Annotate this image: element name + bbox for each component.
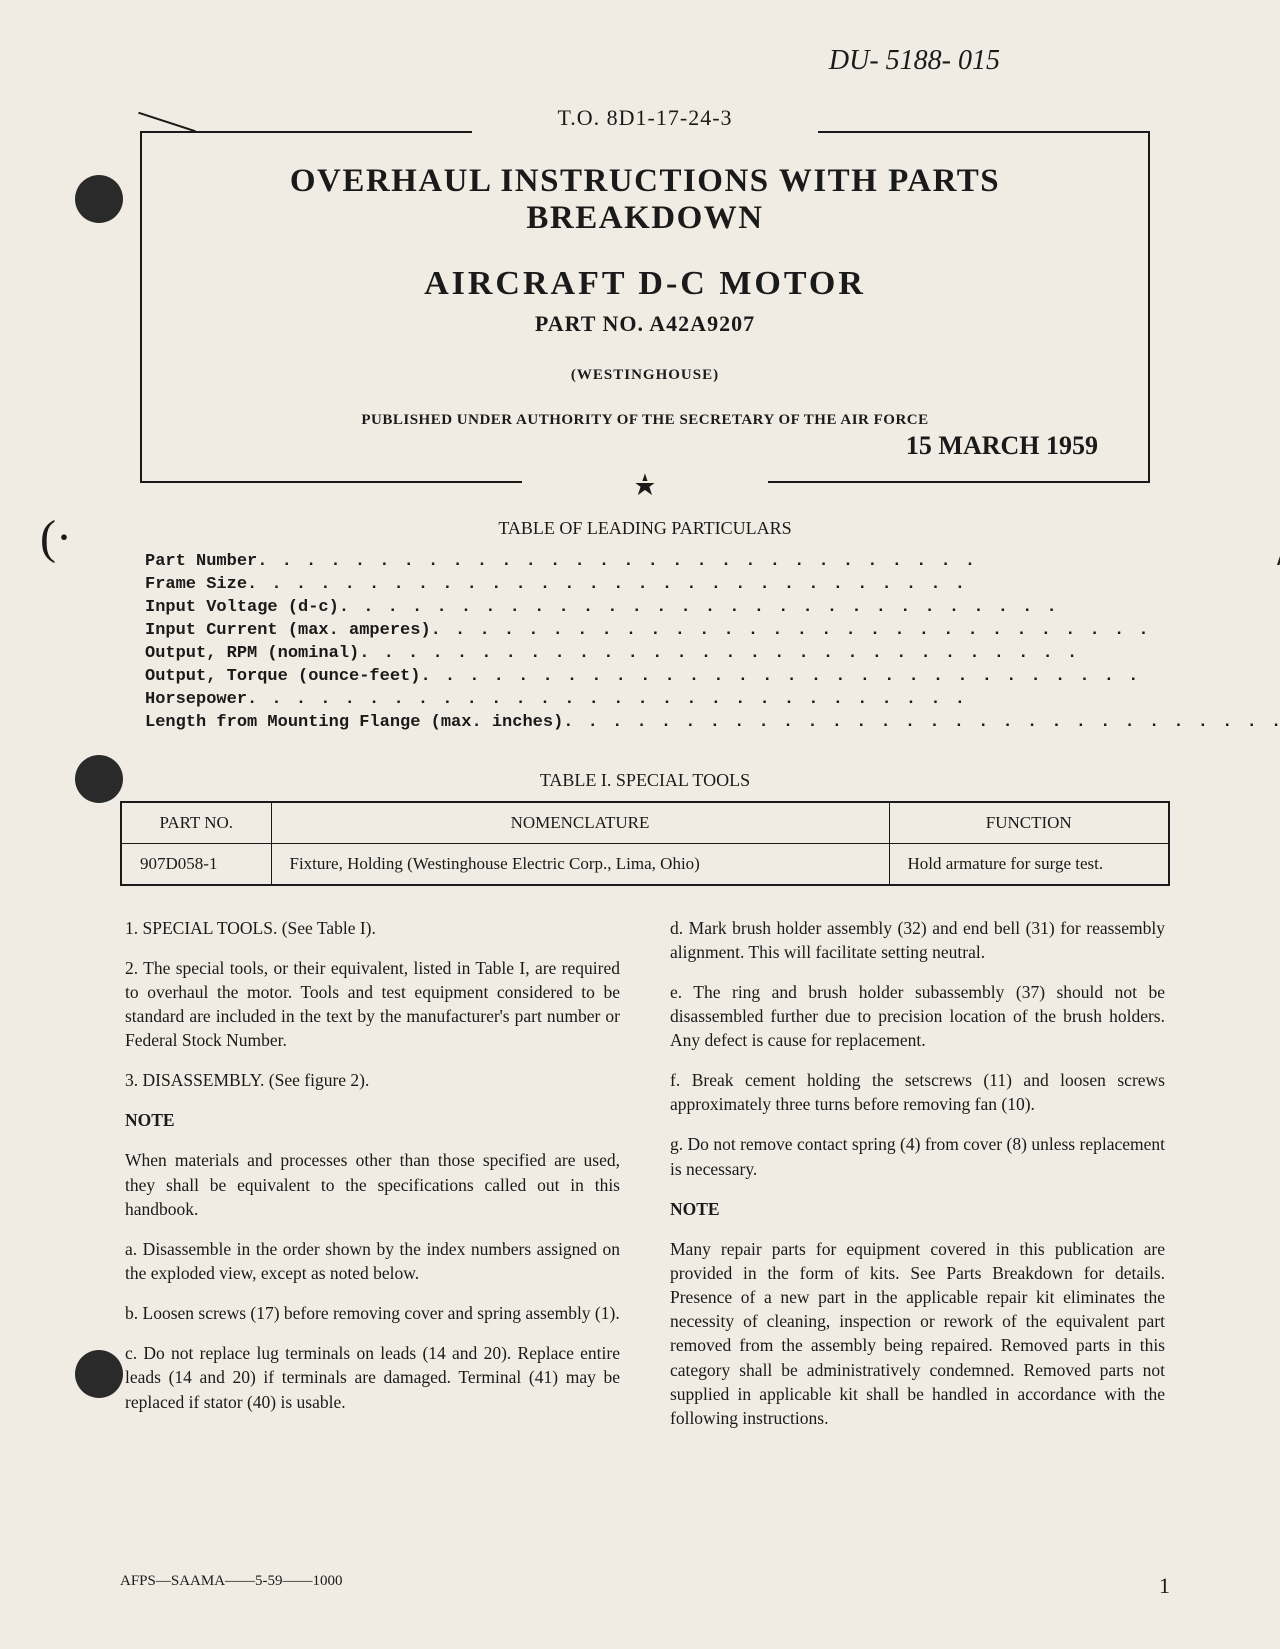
particular-row: Part Number . . . . . . . . . . . . . . … xyxy=(145,551,1280,574)
page-footer: AFPS—SAAMA——5-59——1000 1 xyxy=(120,1573,1170,1599)
dot-leader: . . . . . . . . . . . . . . . . . . . . … xyxy=(247,574,1280,597)
body-columns: 1. SPECIAL TOOLS. (See Table I). 2. The s… xyxy=(120,916,1170,1447)
main-title: OVERHAUL INSTRUCTIONS WITH PARTS BREAKDO… xyxy=(182,163,1108,237)
body-paragraph: 3. DISASSEMBLY. (See figure 2). xyxy=(125,1068,620,1092)
particular-row: Output, RPM (nominal) . . . . . . . . . … xyxy=(145,643,1280,666)
part-number-line: PART NO. A42A9207 xyxy=(182,311,1108,337)
particular-label: Output, RPM (nominal) xyxy=(145,643,359,666)
table-header-cell: PART NO. xyxy=(121,802,271,844)
dot-leader: . . . . . . . . . . . . . . . . . . . . … xyxy=(431,620,1280,643)
punch-hole-icon xyxy=(75,755,123,803)
particular-label: Length from Mounting Flange (max. inches… xyxy=(145,712,563,735)
particular-row: Frame Size . . . . . . . . . . . . . . .… xyxy=(145,574,1280,597)
publication-date: 15 MARCH 1959 xyxy=(182,431,1098,461)
dot-leader: . . . . . . . . . . . . . . . . . . . . … xyxy=(359,643,1280,666)
dot-leader: . . . . . . . . . . . . . . . . . . . . … xyxy=(339,597,1280,620)
table-cell: Hold armature for surge test. xyxy=(889,843,1169,885)
particular-row: Length from Mounting Flange (max. inches… xyxy=(145,712,1280,735)
document-number: T.O. 8D1-17-24-3 xyxy=(120,105,1170,131)
particulars-columns: Part Number . . . . . . . . . . . . . . … xyxy=(120,551,1170,735)
body-paragraph: a. Disassemble in the order shown by the… xyxy=(125,1237,620,1285)
particulars-heading: TABLE OF LEADING PARTICULARS xyxy=(120,518,1170,539)
special-tools-table: PART NO. NOMENCLATURE FUNCTION 907D058-1… xyxy=(120,801,1170,886)
particular-label: Input Current (max. amperes) xyxy=(145,620,431,643)
particular-row: Input Current (max. amperes) . . . . . .… xyxy=(145,620,1280,643)
particular-label: Output, Torque (ounce-feet) xyxy=(145,666,420,689)
particular-row: Horsepower . . . . . . . . . . . . . . .… xyxy=(145,689,1280,712)
table-header-row: PART NO. NOMENCLATURE FUNCTION xyxy=(121,802,1169,844)
dot-leader: . . . . . . . . . . . . . . . . . . . . … xyxy=(247,689,1280,712)
punch-hole-icon xyxy=(75,175,123,223)
body-paragraph: 2. The special tools, or their equivalen… xyxy=(125,956,620,1053)
page: (· DU- 5188- 015 T.O. 8D1-17-24-3 OVERHA… xyxy=(0,0,1280,1649)
note-heading: NOTE xyxy=(125,1108,620,1132)
table-row: 907D058-1Fixture, Holding (Westinghouse … xyxy=(121,843,1169,885)
particular-label: Horsepower xyxy=(145,689,247,712)
imprint-line: AFPS—SAAMA——5-59——1000 xyxy=(120,1573,343,1599)
body-left-column: 1. SPECIAL TOOLS. (See Table I). 2. The s… xyxy=(125,916,620,1447)
particular-label: Part Number xyxy=(145,551,257,574)
dot-leader: . . . . . . . . . . . . . . . . . . . . … xyxy=(257,551,1273,574)
punch-hole-icon xyxy=(75,1350,123,1398)
particulars-left-column: Part Number . . . . . . . . . . . . . . … xyxy=(145,551,1280,735)
sub-title: AIRCRAFT D-C MOTOR xyxy=(182,265,1108,303)
body-paragraph: Many repair parts for equipment covered … xyxy=(670,1237,1165,1430)
bracket-mark: (· xyxy=(40,510,72,565)
body-paragraph: e. The ring and brush holder subassembly… xyxy=(670,980,1165,1052)
table-cell: 907D058-1 xyxy=(121,843,271,885)
body-paragraph: f. Break cement holding the setscrews (1… xyxy=(670,1068,1165,1116)
body-right-column: d. Mark brush holder assembly (32) and e… xyxy=(670,916,1165,1447)
body-paragraph: g. Do not remove contact spring (4) from… xyxy=(670,1132,1165,1180)
body-paragraph: When materials and processes other than … xyxy=(125,1148,620,1220)
dot-leader: . . . . . . . . . . . . . . . . . . . . … xyxy=(563,712,1280,735)
particular-value: A42A9207 xyxy=(1273,551,1280,574)
authority-line: PUBLISHED UNDER AUTHORITY OF THE SECRETA… xyxy=(182,412,1108,429)
title-box: OVERHAUL INSTRUCTIONS WITH PARTS BREAKDO… xyxy=(140,131,1150,483)
body-paragraph: c. Do not replace lug terminals on leads… xyxy=(125,1341,620,1413)
manufacturer: (WESTINGHOUSE) xyxy=(182,367,1108,384)
body-paragraph: 1. SPECIAL TOOLS. (See Table I). xyxy=(125,916,620,940)
star-icon: ★ xyxy=(627,468,664,503)
page-number: 1 xyxy=(1159,1573,1170,1599)
particular-label: Frame Size xyxy=(145,574,247,597)
dot-leader: . . . . . . . . . . . . . . . . . . . . … xyxy=(420,666,1280,689)
body-paragraph: d. Mark brush holder assembly (32) and e… xyxy=(670,916,1165,964)
body-paragraph: b. Loosen screws (17) before removing co… xyxy=(125,1301,620,1325)
particular-label: Input Voltage (d-c) xyxy=(145,597,339,620)
particular-row: Input Voltage (d-c) . . . . . . . . . . … xyxy=(145,597,1280,620)
handwritten-annotation: DU- 5188- 015 xyxy=(829,45,1000,77)
table1-title: TABLE I. SPECIAL TOOLS xyxy=(120,770,1170,791)
table-header-cell: FUNCTION xyxy=(889,802,1169,844)
table-cell: Fixture, Holding (Westinghouse Electric … xyxy=(271,843,889,885)
table-header-cell: NOMENCLATURE xyxy=(271,802,889,844)
note-heading: NOTE xyxy=(670,1197,1165,1221)
particular-row: Output, Torque (ounce-feet) . . . . . . … xyxy=(145,666,1280,689)
